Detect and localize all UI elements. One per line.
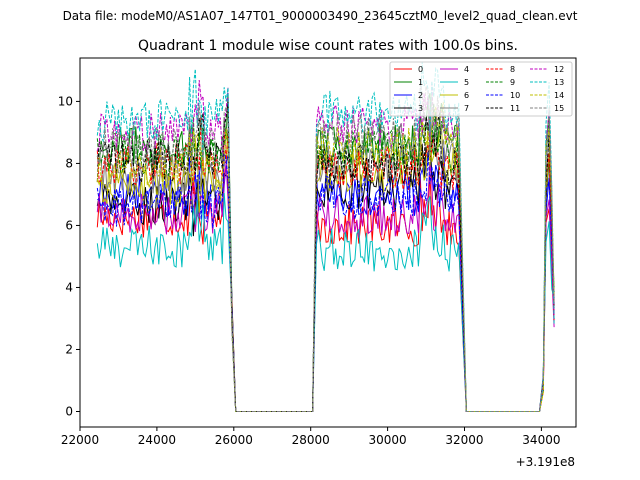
legend-box: [389, 61, 573, 117]
legend-label: 4: [464, 65, 469, 74]
x-tick-label: 22000: [61, 433, 99, 447]
legend-label: 8: [510, 65, 515, 74]
series-line-5: [96, 192, 555, 412]
y-tick-label: 0: [65, 404, 73, 418]
series-line-12: [96, 79, 555, 412]
y-tick-label: 4: [65, 280, 73, 294]
x-tick-label: 26000: [215, 433, 253, 447]
y-axis: 0 2 4 6 8 10: [58, 94, 80, 418]
series-line-13: [96, 62, 555, 412]
x-tick-label: 24000: [138, 433, 176, 447]
legend-label: 3: [418, 104, 423, 113]
x-tick-label: 32000: [445, 433, 483, 447]
plot-frame: [79, 57, 577, 428]
y-tick-label: 8: [65, 156, 73, 170]
series-line-14: [96, 101, 555, 412]
series-line-4: [96, 162, 555, 412]
legend-label: 12: [554, 65, 564, 74]
series-line-11: [96, 101, 555, 412]
legend-label: 13: [554, 78, 564, 87]
x-tick-label: 34000: [522, 433, 560, 447]
legend-label: 7: [464, 104, 469, 113]
y-tick-label: 2: [65, 342, 73, 356]
x-tick-label: 28000: [292, 433, 330, 447]
legend-label: 15: [554, 104, 564, 113]
chart-title: Quadrant 1 module wise count rates with …: [138, 38, 518, 54]
legend-label: 11: [510, 104, 520, 113]
x-axis: 22000 24000 26000 28000 30000 32000 34000: [61, 427, 560, 447]
y-tick-label: 10: [58, 94, 73, 108]
y-tick-label: 6: [65, 218, 73, 232]
legend-label: 1: [418, 78, 423, 87]
x-tick-label: 30000: [369, 433, 407, 447]
x-offset-label: +3.191e8: [516, 455, 575, 469]
data-file-label: Data file: modeM0/AS1A07_147T01_90000034…: [63, 9, 578, 23]
series-line-3: [96, 135, 555, 412]
series-line-10: [96, 151, 555, 412]
legend-label: 5: [464, 78, 469, 87]
legend-label: 2: [418, 91, 423, 100]
legend-label: 14: [554, 91, 564, 100]
legend-label: 0: [418, 65, 423, 74]
legend-label: 10: [510, 91, 520, 100]
legend-label: 6: [464, 91, 469, 100]
series-line-9: [96, 103, 555, 412]
legend-label: 9: [510, 78, 515, 87]
series-line-0: [96, 160, 555, 412]
